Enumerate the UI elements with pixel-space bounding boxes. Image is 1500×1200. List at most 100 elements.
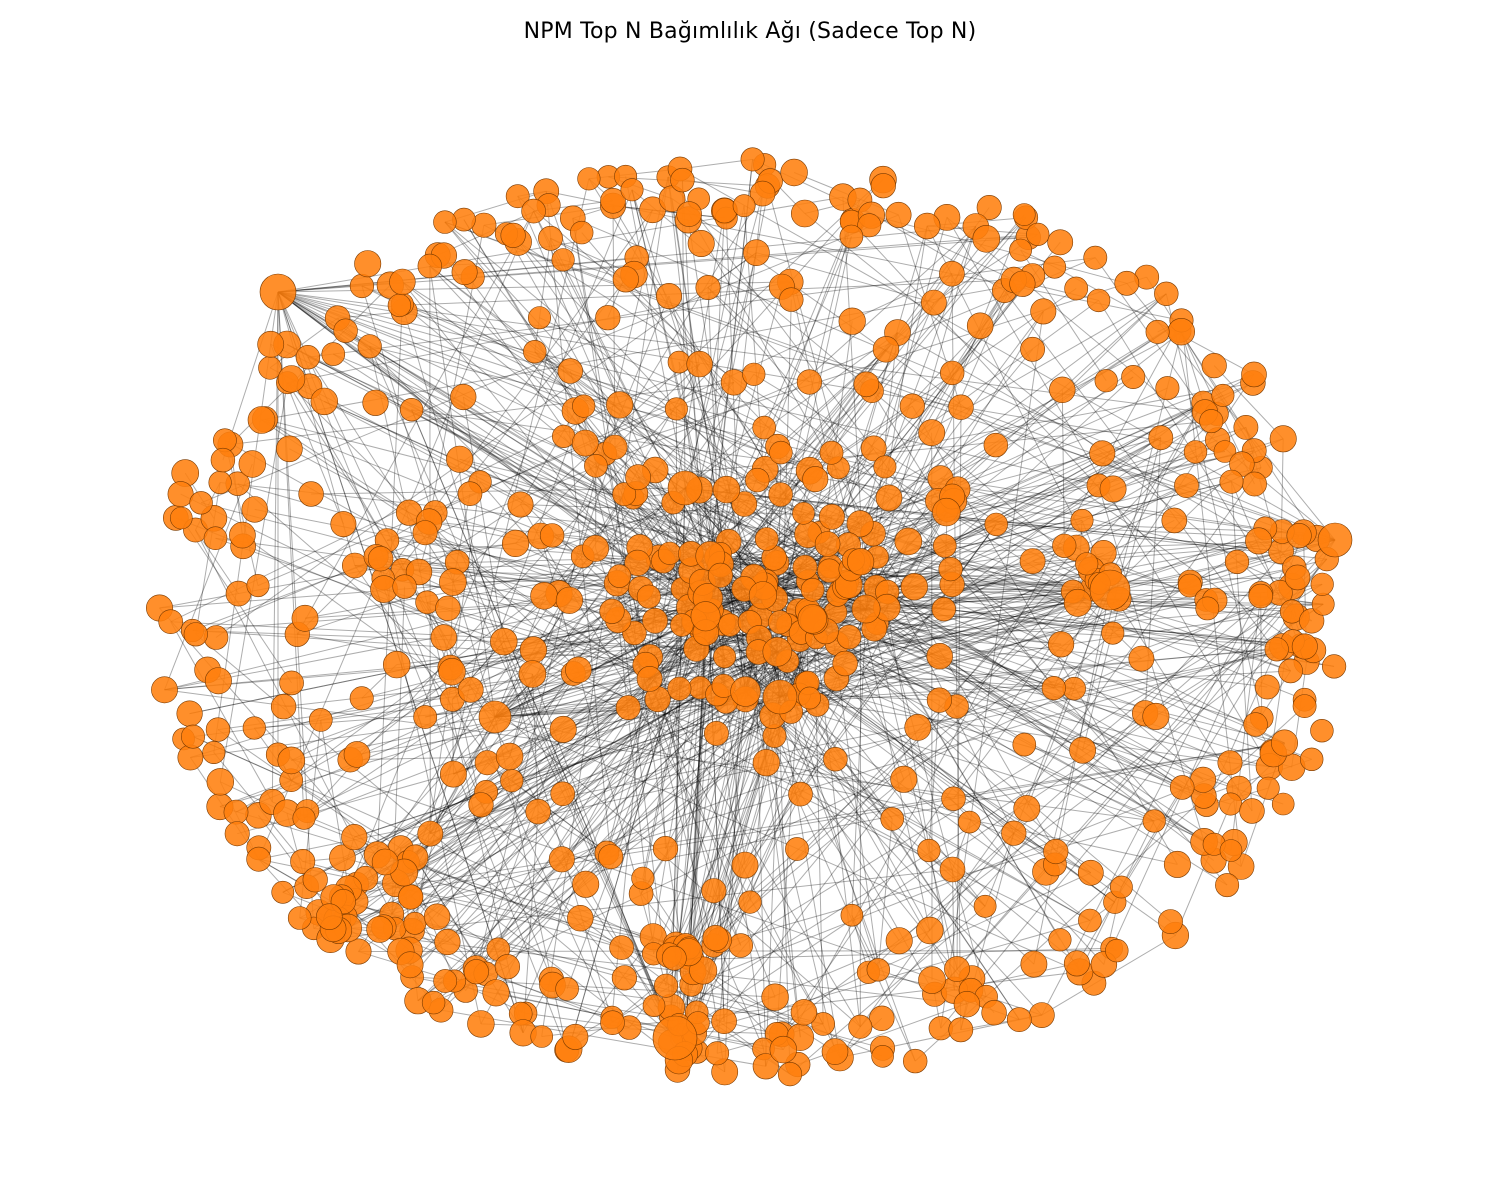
package-node (396, 951, 424, 979)
package-node (707, 562, 733, 588)
dependency-edge (595, 193, 764, 467)
package-node (1148, 425, 1174, 451)
package-node (636, 666, 663, 692)
package-node (1219, 469, 1244, 494)
package-node (762, 636, 793, 667)
package-node (1013, 795, 1041, 822)
dependency-edge (450, 597, 708, 669)
dependency-edge (803, 640, 1294, 1013)
package-node (500, 222, 526, 248)
dependency-edge (612, 205, 727, 219)
dependency-edge (324, 400, 813, 620)
package-node (902, 1048, 928, 1074)
dependency-edge (670, 603, 1324, 1017)
dependency-edge (258, 858, 685, 947)
package-node (853, 371, 880, 398)
package-node (1041, 675, 1066, 701)
package-node (880, 807, 905, 831)
dependency-edge (291, 588, 642, 761)
package-node (702, 924, 729, 952)
package-node (612, 266, 639, 293)
dependency-edge (164, 463, 253, 690)
package-node (712, 475, 741, 504)
package-node (505, 184, 530, 209)
package-node (1142, 809, 1166, 833)
dependency-edge (953, 589, 1111, 799)
package-node (310, 387, 338, 416)
dependency-edge (418, 571, 778, 653)
package-node (1009, 238, 1033, 262)
package-node (1069, 736, 1097, 764)
package-node (330, 511, 357, 538)
dependency-edge (743, 588, 916, 1062)
package-node (1213, 440, 1237, 463)
package-node (1201, 353, 1227, 379)
dependency-edge (517, 241, 755, 578)
package-node (1254, 674, 1280, 700)
package-node (1048, 928, 1072, 952)
package-node (467, 1010, 495, 1038)
dependency-edge (433, 594, 764, 1003)
package-node (823, 746, 848, 772)
package-node (926, 642, 953, 670)
package-node (624, 549, 651, 577)
package-node (652, 1015, 698, 1061)
package-node (1217, 750, 1243, 776)
dependency-edge (436, 348, 887, 918)
package-node (183, 622, 208, 647)
package-node (790, 199, 819, 228)
dependency-edge (383, 588, 568, 1051)
package-node (958, 810, 981, 834)
dependency-edge (684, 332, 898, 489)
package-node (779, 287, 804, 312)
package-node (731, 851, 759, 879)
dependency-edge (449, 582, 454, 668)
package-node (1154, 281, 1179, 306)
package-node (695, 274, 721, 300)
package-node (557, 358, 583, 384)
package-node (642, 994, 666, 1018)
package-node (752, 749, 780, 777)
dependency-edge (429, 265, 867, 610)
dependency-edge (668, 295, 764, 596)
package-node (349, 273, 375, 299)
package-node (1155, 376, 1180, 401)
dependency-edge (779, 696, 1231, 764)
dependency-edge (531, 673, 539, 812)
package-node (1264, 637, 1289, 662)
dependency-edge (517, 195, 1204, 781)
dependency-edge (568, 555, 711, 1050)
dependency-edge (494, 660, 788, 718)
package-node (713, 645, 737, 669)
package-node (430, 624, 457, 651)
dependency-edge (391, 646, 1283, 915)
package-node (620, 178, 644, 202)
dependency-edge (1231, 481, 1253, 812)
dependency-edge (745, 691, 1043, 1016)
dependency-edge (779, 560, 1033, 698)
dependency-edge (707, 287, 810, 383)
package-node (572, 394, 596, 418)
package-node (701, 878, 727, 904)
package-node (527, 306, 551, 330)
package-node (1310, 572, 1334, 596)
dependency-edge (762, 595, 841, 1058)
package-node (748, 581, 778, 610)
package-node (600, 188, 626, 214)
package-node (1086, 288, 1111, 313)
package-node (565, 656, 592, 684)
dependency-edge (354, 565, 690, 1049)
dependency-edge (444, 221, 815, 621)
package-node (490, 627, 518, 656)
package-node (413, 705, 438, 729)
dependency-edge (859, 523, 1015, 834)
package-node (938, 556, 963, 582)
package-node (398, 884, 424, 910)
package-node (788, 781, 813, 807)
package-node (1278, 658, 1303, 684)
dependency-edge (713, 787, 1269, 946)
package-node (738, 890, 762, 914)
package-node (749, 180, 776, 207)
dependency-edge (341, 589, 1111, 898)
package-node (423, 903, 451, 930)
